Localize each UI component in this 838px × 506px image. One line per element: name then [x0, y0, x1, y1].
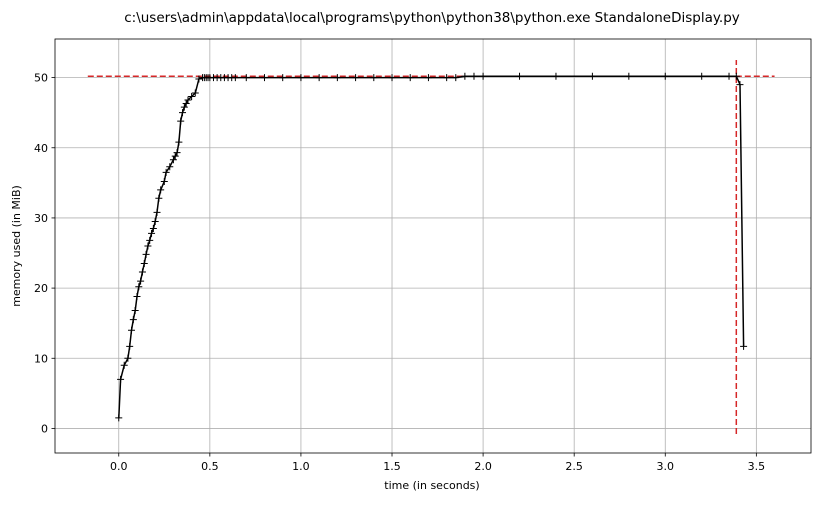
- x-axis-ticks: 0.0 0.5 1.0 1.5 2.0 2.5 3.0 3.5: [110, 453, 765, 473]
- data-point: [388, 74, 396, 82]
- data-point: [129, 316, 137, 324]
- data-point: [740, 342, 748, 350]
- memory-line: [118, 75, 745, 418]
- data-point: [173, 149, 181, 157]
- data-point: [131, 307, 139, 315]
- chart-title: c:\users\admin\appdata\local\programs\py…: [124, 10, 740, 26]
- data-point: [661, 72, 669, 80]
- data-point: [126, 342, 134, 350]
- data-point: [424, 74, 432, 82]
- x-tick-label: 3.0: [657, 460, 675, 473]
- data-point: [297, 74, 305, 82]
- data-point: [470, 72, 478, 80]
- data-point: [479, 72, 487, 80]
- data-point: [552, 72, 560, 80]
- data-point: [182, 100, 190, 108]
- x-tick-label: 1.5: [383, 460, 401, 473]
- data-point: [188, 93, 196, 101]
- data-point: [179, 109, 187, 117]
- data-point: [146, 236, 154, 244]
- data-point: [148, 229, 156, 237]
- data-point: [162, 168, 170, 176]
- y-axis-label: memory used (in MiB): [10, 185, 23, 307]
- data-point: [370, 74, 378, 82]
- data-point: [120, 361, 128, 369]
- x-tick-label: 1.0: [292, 460, 310, 473]
- data-point: [144, 242, 152, 250]
- grid-lines: [55, 39, 811, 453]
- data-point: [732, 72, 740, 80]
- data-point: [736, 81, 744, 89]
- data-point: [443, 74, 451, 82]
- data-point: [128, 326, 136, 334]
- data-point: [352, 74, 360, 82]
- data-point: [151, 217, 159, 225]
- data-point: [406, 74, 414, 82]
- data-point: [155, 194, 163, 202]
- data-series: [115, 72, 748, 422]
- data-point: [315, 74, 323, 82]
- data-point: [625, 72, 633, 80]
- data-point: [160, 177, 168, 185]
- data-point: [138, 268, 146, 276]
- data-point: [461, 72, 469, 80]
- data-point: [279, 74, 287, 82]
- y-tick-label: 20: [34, 282, 48, 295]
- data-point: [725, 72, 733, 80]
- data-point: [177, 117, 185, 125]
- data-point: [169, 156, 177, 164]
- data-point: [588, 72, 596, 80]
- y-tick-label: 50: [34, 72, 48, 85]
- x-tick-label: 0.0: [110, 460, 128, 473]
- data-point: [452, 74, 460, 82]
- data-point: [191, 89, 199, 97]
- y-tick-label: 40: [34, 142, 48, 155]
- data-point: [153, 208, 161, 216]
- data-point: [242, 74, 250, 82]
- data-point: [140, 260, 148, 268]
- data-point: [142, 250, 150, 258]
- y-tick-label: 30: [34, 212, 48, 225]
- data-point: [260, 74, 268, 82]
- data-point: [115, 414, 123, 422]
- data-point: [175, 138, 183, 146]
- x-tick-label: 2.0: [474, 460, 492, 473]
- data-point: [133, 293, 141, 301]
- data-point: [171, 152, 179, 160]
- data-point: [137, 277, 145, 285]
- data-point: [516, 72, 524, 80]
- data-point: [124, 354, 132, 362]
- data-point: [149, 224, 157, 232]
- data-point: [117, 375, 125, 383]
- y-tick-label: 10: [34, 352, 48, 365]
- plot-frame: [54, 38, 812, 454]
- data-point: [184, 96, 192, 104]
- data-point: [157, 186, 165, 194]
- data-point: [135, 283, 143, 291]
- data-point: [698, 72, 706, 80]
- data-point: [195, 75, 203, 83]
- y-axis-ticks: 0 10 20 30 40 50: [34, 72, 55, 435]
- reference-lines: [87, 60, 775, 435]
- x-tick-label: 2.5: [565, 460, 583, 473]
- data-point: [166, 163, 174, 171]
- x-axis-label: time (in seconds): [384, 479, 479, 492]
- data-point: [231, 74, 239, 82]
- x-tick-label: 3.5: [748, 460, 766, 473]
- data-point: [180, 103, 188, 111]
- y-tick-label: 0: [41, 422, 48, 435]
- data-point: [333, 74, 341, 82]
- x-tick-label: 0.5: [201, 460, 219, 473]
